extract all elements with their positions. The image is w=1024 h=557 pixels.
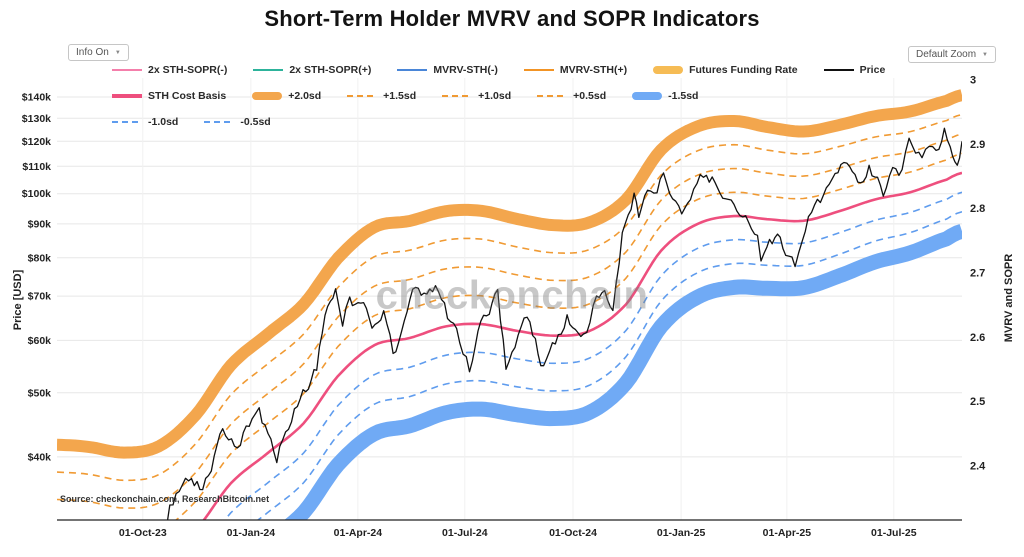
legend-swatch-dash [347, 94, 378, 98]
legend-swatch-band [632, 92, 663, 100]
y-left-tick-label: $50k [28, 387, 52, 399]
legend-label: +2.0sd [288, 90, 322, 102]
x-tick-label: 01-Apr-24 [334, 527, 383, 539]
legend-swatch-band [653, 66, 684, 74]
series-sth-cost-basis [202, 171, 962, 520]
info-toggle-button[interactable]: Info On ▼ [68, 44, 129, 61]
legend-swatch-band [252, 92, 283, 100]
info-toggle-label: Info On [76, 47, 109, 58]
legend-item-price[interactable]: Price [823, 64, 886, 76]
legend-label: 2x STH-SOPR(+) [289, 64, 372, 76]
y-right-tick-label: 2.8 [970, 203, 985, 215]
y-left-tick-label: $130k [22, 113, 51, 125]
legend-item-0-5sd[interactable]: +0.5sd [537, 90, 606, 102]
legend-item-futures-funding-rate[interactable]: Futures Funding Rate [653, 64, 798, 76]
x-tick-label: 01-Jul-25 [871, 527, 917, 539]
series-1-5sd [284, 224, 962, 520]
x-tick-label: 01-Apr-25 [763, 527, 812, 539]
y-right-tick-label: 2.6 [970, 332, 985, 344]
legend-row: 2x STH-SOPR(-) 2x STH-SOPR(+) MVRV-STH(-) M… [112, 63, 885, 77]
legend-item-1-0sd[interactable]: -1.0sd [112, 116, 178, 128]
y-right-tick-label: 2.9 [970, 139, 985, 151]
series-1-5sd [57, 113, 962, 482]
legend-swatch-line [523, 68, 554, 72]
y-left-tick-label: $120k [22, 136, 51, 148]
legend-swatch-line-thick [112, 94, 142, 98]
chart-legend: 2x STH-SOPR(-) 2x STH-SOPR(+) MVRV-STH(-) M… [112, 63, 885, 129]
legend-label: -0.5sd [240, 116, 271, 128]
legend-label: 2x STH-SOPR(-) [148, 64, 228, 76]
legend-row: -1.0sd -0.5sd [112, 115, 885, 129]
y-left-tick-label: $80k [28, 252, 52, 264]
series-1-0sd [57, 133, 962, 509]
legend-swatch-dash [112, 120, 142, 124]
source-note: Source: checkonchain.com, ResearchBitcoi… [60, 494, 270, 504]
y-left-tick-label: $100k [22, 188, 51, 200]
legend-item-1-5sd[interactable]: +1.5sd [347, 90, 416, 102]
plot-area [57, 89, 962, 520]
x-tick-label: 01-Oct-23 [119, 527, 167, 539]
legend-item-2x-sth-sopr[interactable]: 2x STH-SOPR(-) [112, 64, 227, 76]
legend-swatch-line [823, 68, 854, 72]
x-tick-label: 01-Jan-25 [657, 527, 706, 539]
y-left-tick-label: $110k [22, 161, 51, 173]
legend-item-1-5sd[interactable]: -1.5sd [632, 90, 698, 102]
legend-item-2-0sd[interactable]: +2.0sd [252, 90, 321, 102]
y-left-tick-label: $60k [28, 335, 52, 347]
legend-item-1-0sd[interactable]: +1.0sd [442, 90, 511, 102]
legend-label: +0.5sd [573, 90, 607, 102]
left-axis-title: Price [USD] [12, 269, 24, 331]
legend-swatch-dash [442, 94, 473, 98]
caret-down-icon: ▼ [982, 51, 988, 58]
series-0-5sd [223, 191, 962, 520]
series-0-5sd [174, 152, 962, 520]
legend-item-sth-cost-basis[interactable]: STH Cost Basis [112, 90, 226, 102]
legend-label: MVRV-STH(-) [433, 64, 498, 76]
y-right-tick-label: 3 [970, 74, 976, 86]
legend-item-0-5sd[interactable]: -0.5sd [204, 116, 271, 128]
legend-swatch-line [112, 68, 142, 72]
zoom-select-label: Default Zoom [916, 49, 977, 60]
legend-label: -1.0sd [148, 116, 179, 128]
y-left-tick-label: $70k [28, 291, 52, 303]
legend-swatch-dash [204, 120, 235, 124]
x-tick-label: 01-Oct-24 [549, 527, 597, 539]
right-axis-title: MVRV and SOPR [1003, 253, 1015, 343]
legend-swatch-line [397, 68, 428, 72]
legend-item-mvrv-sth[interactable]: MVRV-STH(+) [523, 64, 628, 76]
legend-label: STH Cost Basis [148, 90, 227, 102]
y-right-tick-label: 2.5 [970, 396, 985, 408]
series-1-0sd [256, 211, 962, 520]
x-tick-label: 01-Jan-24 [227, 527, 276, 539]
series-2-0sd [57, 89, 962, 459]
zoom-select-button[interactable]: Default Zoom ▼ [908, 46, 996, 63]
legend-label: +1.0sd [478, 90, 512, 102]
x-tick-label: 01-Jul-24 [442, 527, 488, 539]
y-left-tick-label: $90k [28, 218, 52, 230]
page-title: Short-Term Holder MVRV and SOPR Indicato… [264, 6, 760, 31]
y-right-tick-label: 2.7 [970, 267, 985, 279]
series-price [166, 127, 962, 520]
legend-row: STH Cost Basis +2.0sd +1.5sd +1.0sd +0.5sd -1… [112, 89, 885, 103]
y-left-tick-label: $140k [22, 92, 51, 104]
caret-down-icon: ▼ [114, 49, 121, 56]
legend-item-2x-sth-sopr[interactable]: 2x STH-SOPR(+) [253, 64, 371, 76]
legend-item-mvrv-sth[interactable]: MVRV-STH(-) [397, 64, 498, 76]
legend-label: MVRV-STH(+) [559, 64, 628, 76]
y-left-tick-label: $40k [28, 451, 52, 463]
legend-label: Futures Funding Rate [689, 64, 798, 76]
legend-swatch-dash [537, 94, 568, 98]
y-right-tick-label: 2.4 [970, 461, 986, 473]
legend-swatch-line [253, 68, 284, 72]
legend-label: +1.5sd [383, 90, 417, 102]
legend-label: Price [859, 64, 886, 76]
legend-label: -1.5sd [668, 90, 699, 102]
